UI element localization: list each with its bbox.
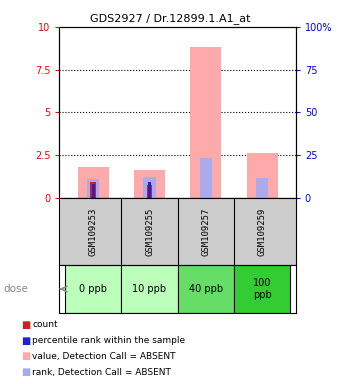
Bar (143, 177, 156, 198)
Bar (90, 182, 96, 198)
Text: rank, Detection Call = ABSENT: rank, Detection Call = ABSENT (32, 368, 171, 377)
Text: GSM109255: GSM109255 (145, 207, 154, 255)
Bar (134, 170, 165, 198)
Text: count: count (32, 320, 58, 329)
Bar (246, 153, 277, 198)
Bar (121, 265, 177, 313)
Text: 100
ppb: 100 ppb (253, 278, 271, 300)
Bar (200, 157, 212, 198)
Text: ■: ■ (21, 367, 30, 377)
Text: ■: ■ (21, 351, 30, 361)
Text: GSM109259: GSM109259 (257, 207, 267, 255)
Text: 0 ppb: 0 ppb (79, 284, 107, 294)
Bar (65, 265, 121, 313)
Text: ■: ■ (21, 320, 30, 330)
Bar (78, 167, 109, 198)
Bar (92, 184, 95, 198)
Text: 40 ppb: 40 ppb (189, 284, 223, 294)
Text: ■: ■ (21, 336, 30, 346)
Text: GSM109253: GSM109253 (89, 207, 98, 255)
Bar (147, 185, 152, 198)
Text: percentile rank within the sample: percentile rank within the sample (32, 336, 185, 345)
Text: GDS2927 / Dr.12899.1.A1_at: GDS2927 / Dr.12899.1.A1_at (90, 13, 250, 24)
Bar (234, 265, 290, 313)
Bar (190, 47, 221, 198)
Text: dose: dose (3, 284, 28, 294)
Bar (87, 179, 99, 198)
Text: 10 ppb: 10 ppb (133, 284, 167, 294)
Bar (256, 178, 268, 198)
Bar (177, 265, 234, 313)
Text: GSM109257: GSM109257 (201, 207, 210, 255)
Bar (148, 182, 151, 198)
Text: value, Detection Call = ABSENT: value, Detection Call = ABSENT (32, 352, 176, 361)
